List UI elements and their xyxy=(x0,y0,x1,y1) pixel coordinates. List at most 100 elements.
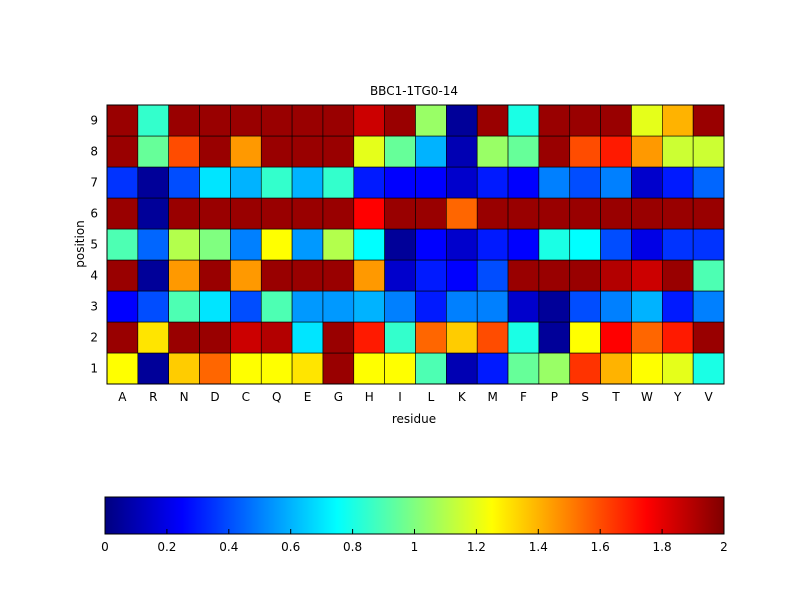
heatmap-cell xyxy=(661,290,694,323)
heatmap-cell xyxy=(692,352,725,385)
heatmap-cell xyxy=(507,352,540,385)
heatmap-cell xyxy=(569,259,601,292)
heatmap-cell xyxy=(384,197,416,230)
x-tick-label: Q xyxy=(272,390,281,404)
heatmap-cell xyxy=(538,259,571,292)
heatmap-cell xyxy=(106,352,139,385)
heatmap-cell xyxy=(353,104,385,137)
heatmap-cell xyxy=(692,166,725,199)
heatmap-cell xyxy=(322,228,355,261)
heatmap-cell xyxy=(230,352,262,385)
heatmap-cell xyxy=(538,104,571,137)
heatmap-cell xyxy=(137,259,170,292)
heatmap-cell xyxy=(600,228,632,261)
heatmap-cell xyxy=(137,104,170,137)
heatmap-cell xyxy=(446,104,478,137)
heatmap-cell xyxy=(260,290,293,323)
heatmap-cell xyxy=(507,197,540,230)
heatmap-cell xyxy=(631,259,663,292)
heatmap-cell xyxy=(168,290,200,323)
heatmap-cell xyxy=(600,104,632,137)
heatmap-cell xyxy=(415,352,447,385)
heatmap-cell xyxy=(322,104,355,137)
heatmap-cell xyxy=(137,197,170,230)
heatmap-cell xyxy=(384,321,416,354)
heatmap-cell xyxy=(199,290,231,323)
heatmap-cell xyxy=(322,197,355,230)
heatmap-cell xyxy=(106,166,139,199)
colorbar-tick-label: 0.4 xyxy=(219,540,238,554)
heatmap-cell xyxy=(168,166,200,199)
heatmap-cell xyxy=(291,197,324,230)
heatmap-cell xyxy=(353,228,385,261)
colorbar-tick-label: 1 xyxy=(411,540,419,554)
heatmap-cell xyxy=(199,166,231,199)
heatmap-cell xyxy=(415,228,447,261)
x-tick-label: G xyxy=(334,390,343,404)
heatmap-cell xyxy=(384,228,416,261)
colorbar-tick-label: 1.4 xyxy=(529,540,548,554)
heatmap-cell xyxy=(446,135,478,168)
x-tick-label: Y xyxy=(673,390,682,404)
heatmap-cell xyxy=(692,321,725,354)
heatmap-cell xyxy=(476,104,509,137)
heatmap-cell xyxy=(415,135,447,168)
heatmap-cell xyxy=(322,259,355,292)
colorbar-tick-labels: 0 0.2 0.4 0.6 0.8 1 1.2 1.4 1.6 1.8 2 xyxy=(101,529,728,554)
heatmap-cell xyxy=(168,228,200,261)
heatmap-cell xyxy=(600,352,632,385)
heatmap-cell xyxy=(260,135,293,168)
heatmap-cell xyxy=(538,290,571,323)
heatmap-cell xyxy=(507,290,540,323)
heatmap-cell xyxy=(507,166,540,199)
x-tick-label: H xyxy=(365,390,374,404)
heatmap-cell xyxy=(230,104,262,137)
x-tick-label: F xyxy=(520,390,527,404)
y-tick-labels: 1 2 3 4 5 6 7 8 9 xyxy=(90,114,98,376)
y-axis-label: position xyxy=(73,220,87,268)
heatmap-cell xyxy=(476,135,509,168)
x-tick-label: M xyxy=(487,390,497,404)
y-tick-label: 8 xyxy=(90,145,98,159)
x-tick-label: R xyxy=(149,390,157,404)
heatmap-cell xyxy=(291,259,324,292)
heatmap-cell xyxy=(661,104,694,137)
heatmap-cell xyxy=(692,197,725,230)
heatmap-cell xyxy=(137,228,170,261)
heatmap-cell xyxy=(569,104,601,137)
heatmap-cell xyxy=(384,259,416,292)
heatmap-cell xyxy=(446,352,478,385)
heatmap-cell xyxy=(291,321,324,354)
heatmap-cell xyxy=(291,228,324,261)
heatmap-cell xyxy=(230,166,262,199)
heatmap-cell xyxy=(260,166,293,199)
heatmap-cell xyxy=(415,166,447,199)
heatmap-cell xyxy=(507,228,540,261)
heatmap-cell xyxy=(260,104,293,137)
heatmap-cell xyxy=(538,166,571,199)
y-tick-label: 4 xyxy=(90,269,98,283)
heatmap-cell xyxy=(538,228,571,261)
colorbar xyxy=(104,496,725,535)
heatmap-cell xyxy=(600,259,632,292)
heatmap-cell xyxy=(230,321,262,354)
heatmap-cell xyxy=(137,166,170,199)
heatmap-cell xyxy=(353,321,385,354)
x-tick-label: S xyxy=(581,390,589,404)
heatmap-cell xyxy=(631,321,663,354)
heatmap-cell xyxy=(137,135,170,168)
heatmap-cell xyxy=(569,166,601,199)
heatmap-cell xyxy=(476,166,509,199)
colorbar-tick-label: 1.8 xyxy=(653,540,672,554)
heatmap-cell xyxy=(353,197,385,230)
heatmap-cell xyxy=(569,197,601,230)
heatmap-cell xyxy=(199,135,231,168)
heatmap-cell xyxy=(446,259,478,292)
heatmap-cell xyxy=(692,135,725,168)
heatmap-cell xyxy=(569,321,601,354)
colorbar-tick-label: 0.6 xyxy=(281,540,300,554)
y-tick-label: 1 xyxy=(90,362,98,376)
heatmap-cell xyxy=(569,352,601,385)
